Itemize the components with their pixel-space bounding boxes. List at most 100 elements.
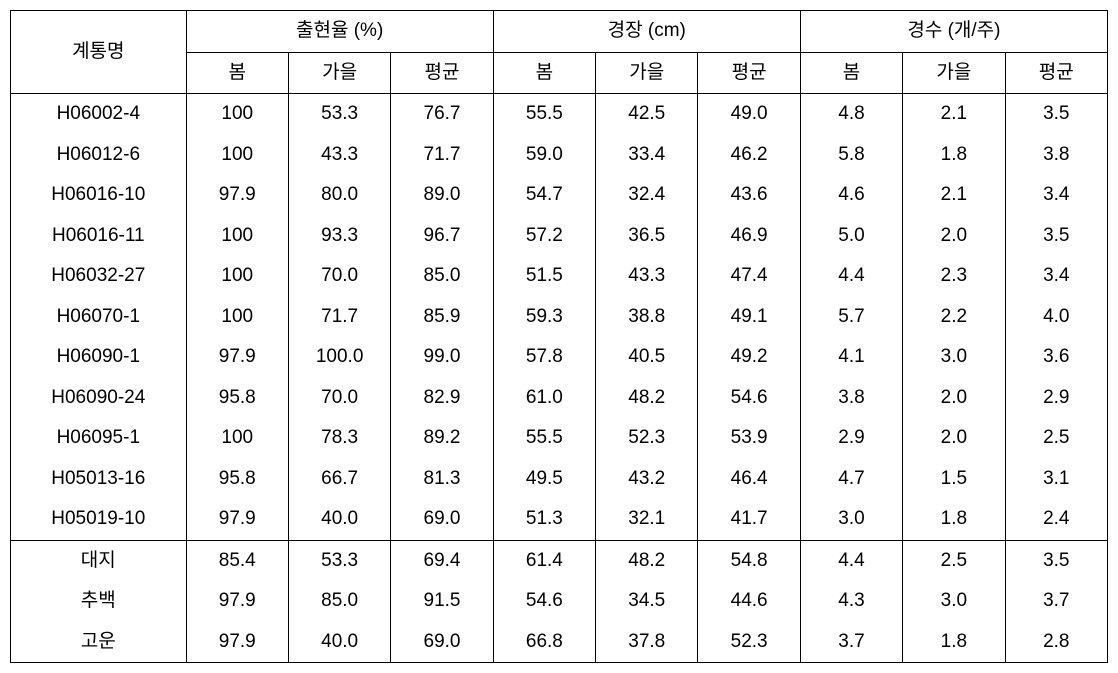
data-cell: 55.5 bbox=[493, 418, 595, 459]
table-row: H06012-610043.371.759.033.446.25.81.83.8 bbox=[11, 135, 1108, 176]
data-cell: 69.0 bbox=[391, 499, 493, 540]
header-row-1: 계통명 출현율 (%) 경장 (cm) 경수 (개/주) bbox=[11, 11, 1108, 53]
data-cell: 1.8 bbox=[903, 135, 1005, 176]
col-group-2: 경수 (개/주) bbox=[800, 11, 1107, 53]
data-cell: 53.9 bbox=[698, 418, 800, 459]
data-cell: 2.1 bbox=[903, 94, 1005, 135]
data-cell: 2.8 bbox=[1005, 622, 1107, 663]
row-name-cell: 대지 bbox=[11, 540, 187, 581]
table-header: 계통명 출현율 (%) 경장 (cm) 경수 (개/주) 봄 가을 평균 봄 가… bbox=[11, 11, 1108, 94]
data-cell: 54.8 bbox=[698, 540, 800, 581]
data-cell: 5.0 bbox=[800, 216, 902, 257]
row-name-cell: H06012-6 bbox=[11, 135, 187, 176]
data-cell: 100 bbox=[186, 135, 288, 176]
data-cell: 76.7 bbox=[391, 94, 493, 135]
data-cell: 2.9 bbox=[800, 418, 902, 459]
table-row: H06002-410053.376.755.542.549.04.82.13.5 bbox=[11, 94, 1108, 135]
data-cell: 2.1 bbox=[903, 175, 1005, 216]
data-cell: 71.7 bbox=[288, 297, 390, 338]
data-cell: 2.2 bbox=[903, 297, 1005, 338]
data-cell: 100 bbox=[186, 94, 288, 135]
table-row: H06016-1097.980.089.054.732.443.64.62.13… bbox=[11, 175, 1108, 216]
data-cell: 33.4 bbox=[596, 135, 698, 176]
data-cell: 49.1 bbox=[698, 297, 800, 338]
data-cell: 97.9 bbox=[186, 337, 288, 378]
data-cell: 3.5 bbox=[1005, 540, 1107, 581]
data-cell: 85.0 bbox=[391, 256, 493, 297]
row-name-cell: H06090-24 bbox=[11, 378, 187, 419]
data-cell: 54.6 bbox=[493, 581, 595, 622]
data-cell: 3.7 bbox=[800, 622, 902, 663]
data-cell: 100.0 bbox=[288, 337, 390, 378]
data-cell: 3.4 bbox=[1005, 175, 1107, 216]
data-cell: 59.0 bbox=[493, 135, 595, 176]
data-cell: 3.4 bbox=[1005, 256, 1107, 297]
data-cell: 52.3 bbox=[698, 622, 800, 663]
data-cell: 66.8 bbox=[493, 622, 595, 663]
data-cell: 3.5 bbox=[1005, 94, 1107, 135]
data-cell: 89.2 bbox=[391, 418, 493, 459]
data-cell: 4.0 bbox=[1005, 297, 1107, 338]
table-row: H06032-2710070.085.051.543.347.44.42.33.… bbox=[11, 256, 1108, 297]
data-cell: 34.5 bbox=[596, 581, 698, 622]
sub-header: 가을 bbox=[903, 52, 1005, 94]
table-row: 추백97.985.091.554.634.544.64.33.03.7 bbox=[11, 581, 1108, 622]
table-row: H06070-110071.785.959.338.849.15.72.24.0 bbox=[11, 297, 1108, 338]
data-cell: 96.7 bbox=[391, 216, 493, 257]
sub-header: 평균 bbox=[1005, 52, 1107, 94]
table-row: H06016-1110093.396.757.236.546.95.02.03.… bbox=[11, 216, 1108, 257]
data-cell: 100 bbox=[186, 256, 288, 297]
row-name-cell: H06016-11 bbox=[11, 216, 187, 257]
data-cell: 49.5 bbox=[493, 459, 595, 500]
data-cell: 70.0 bbox=[288, 256, 390, 297]
data-cell: 85.9 bbox=[391, 297, 493, 338]
data-cell: 41.7 bbox=[698, 499, 800, 540]
data-cell: 44.6 bbox=[698, 581, 800, 622]
data-cell: 100 bbox=[186, 418, 288, 459]
data-cell: 5.7 bbox=[800, 297, 902, 338]
data-cell: 40.0 bbox=[288, 499, 390, 540]
data-cell: 43.2 bbox=[596, 459, 698, 500]
data-cell: 40.0 bbox=[288, 622, 390, 663]
data-cell: 1.5 bbox=[903, 459, 1005, 500]
data-cell: 53.3 bbox=[288, 94, 390, 135]
data-cell: 51.3 bbox=[493, 499, 595, 540]
data-cell: 3.0 bbox=[800, 499, 902, 540]
table-row: H06090-197.9100.099.057.840.549.24.13.03… bbox=[11, 337, 1108, 378]
data-cell: 99.0 bbox=[391, 337, 493, 378]
sub-header: 봄 bbox=[800, 52, 902, 94]
data-cell: 4.6 bbox=[800, 175, 902, 216]
data-cell: 66.7 bbox=[288, 459, 390, 500]
data-cell: 97.9 bbox=[186, 581, 288, 622]
data-cell: 36.5 bbox=[596, 216, 698, 257]
data-cell: 59.3 bbox=[493, 297, 595, 338]
sub-header: 가을 bbox=[596, 52, 698, 94]
data-cell: 3.0 bbox=[903, 337, 1005, 378]
table-row: H06095-110078.389.255.552.353.92.92.02.5 bbox=[11, 418, 1108, 459]
data-cell: 2.3 bbox=[903, 256, 1005, 297]
data-cell: 42.5 bbox=[596, 94, 698, 135]
data-cell: 49.2 bbox=[698, 337, 800, 378]
data-cell: 32.4 bbox=[596, 175, 698, 216]
data-cell: 1.8 bbox=[903, 622, 1005, 663]
data-cell: 46.2 bbox=[698, 135, 800, 176]
col-header-name: 계통명 bbox=[11, 11, 187, 94]
data-cell: 81.3 bbox=[391, 459, 493, 500]
data-cell: 100 bbox=[186, 297, 288, 338]
sub-header: 평균 bbox=[698, 52, 800, 94]
data-cell: 3.6 bbox=[1005, 337, 1107, 378]
data-cell: 2.4 bbox=[1005, 499, 1107, 540]
data-cell: 2.0 bbox=[903, 378, 1005, 419]
data-cell: 85.4 bbox=[186, 540, 288, 581]
data-cell: 5.8 bbox=[800, 135, 902, 176]
data-cell: 2.5 bbox=[903, 540, 1005, 581]
data-cell: 69.4 bbox=[391, 540, 493, 581]
table-row: H05013-1695.866.781.349.543.246.44.71.53… bbox=[11, 459, 1108, 500]
data-cell: 100 bbox=[186, 216, 288, 257]
data-cell: 4.7 bbox=[800, 459, 902, 500]
data-cell: 97.9 bbox=[186, 175, 288, 216]
data-cell: 3.1 bbox=[1005, 459, 1107, 500]
data-cell: 95.8 bbox=[186, 378, 288, 419]
data-cell: 80.0 bbox=[288, 175, 390, 216]
sub-header: 가을 bbox=[288, 52, 390, 94]
